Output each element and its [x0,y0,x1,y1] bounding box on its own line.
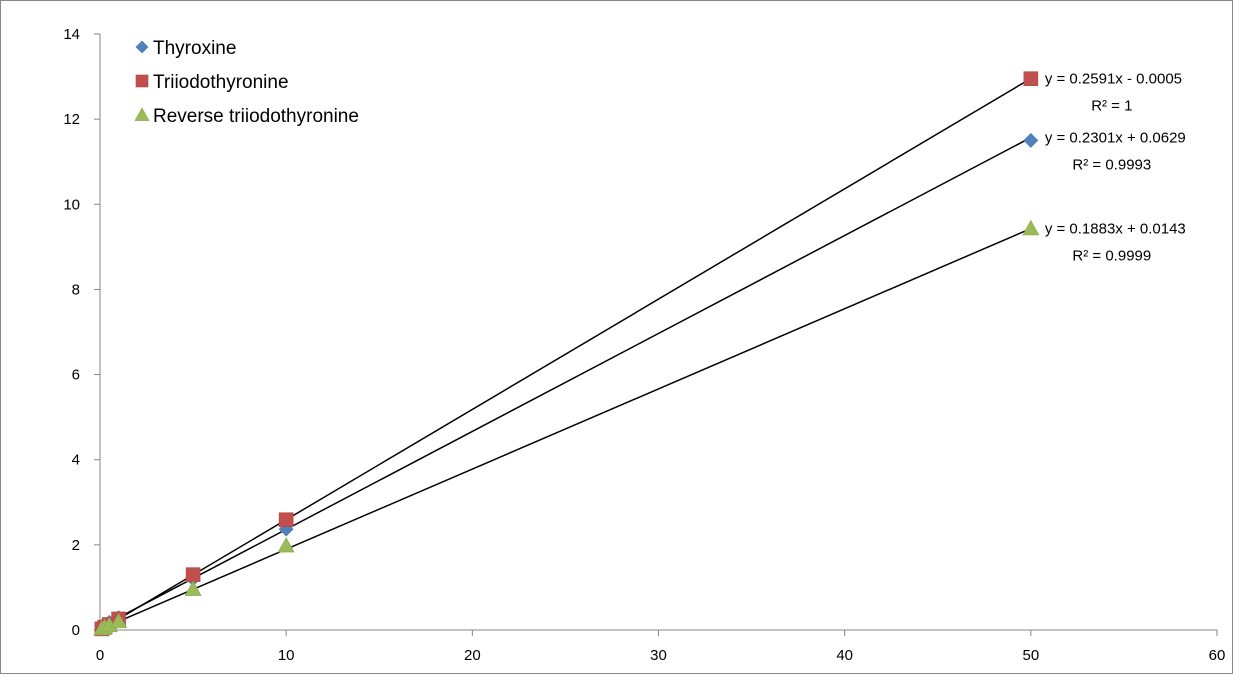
legend-marker [135,40,149,54]
y-tick-label: 2 [72,537,80,554]
data-points [93,71,1040,637]
x-tick-label: 20 [464,647,481,664]
legend: Thyroxine Triiodothyronine Reverse triiodo… [134,38,359,127]
trendline-equation: y = 0.1883x + 0.0143 [1045,221,1186,238]
trendline [101,77,1032,630]
trendline [101,136,1032,628]
x-tick-label: 0 [96,647,104,664]
trendline-equation: y = 0.2301x + 0.0629 [1045,130,1186,147]
legend-label: Thyroxine [153,38,236,59]
data-point [1023,133,1039,148]
x-tick-label: 50 [1022,647,1039,664]
data-point [277,537,295,553]
y-tick-label: 14 [63,26,80,43]
data-point [278,512,294,528]
x-tick-label: 40 [836,647,853,664]
trendline-equation: y = 0.2591x - 0.0005 [1045,71,1182,88]
trendline [101,227,1032,630]
data-point [110,612,128,629]
y-tick-label: 6 [72,367,80,384]
x-tick-label: 30 [650,647,667,664]
legend-marker [135,74,149,88]
x-tick-label: 10 [278,647,295,664]
y-tick-label: 8 [72,281,80,298]
legend-label: Reverse triiodothyronine [153,106,359,127]
trendline-r-squared: R² = 0.9999 [1072,248,1151,265]
data-point [185,567,201,582]
axes: 0 2 4 6 8 10 12 14 0 10 20 30 40 50 60 [63,26,1225,664]
data-point [1022,219,1040,236]
y-tick-label: 4 [72,452,80,469]
y-tick-label: 0 [72,622,80,639]
y-tick-label: 10 [63,196,80,213]
legend-marker [134,107,150,121]
x-tick-label: 60 [1209,647,1226,664]
legend-label: Triiodothyronine [153,72,289,93]
data-point [184,580,202,596]
trendline-labels: y = 0.2301x + 0.0629 R² = 0.9993 y = 0.259… [1045,71,1186,265]
data-point [1023,71,1039,86]
trendline-r-squared: R² = 1 [1091,98,1132,115]
trendline-r-squared: R² = 0.9993 [1072,157,1151,174]
trendlines [101,77,1032,630]
y-tick-label: 12 [63,111,80,128]
